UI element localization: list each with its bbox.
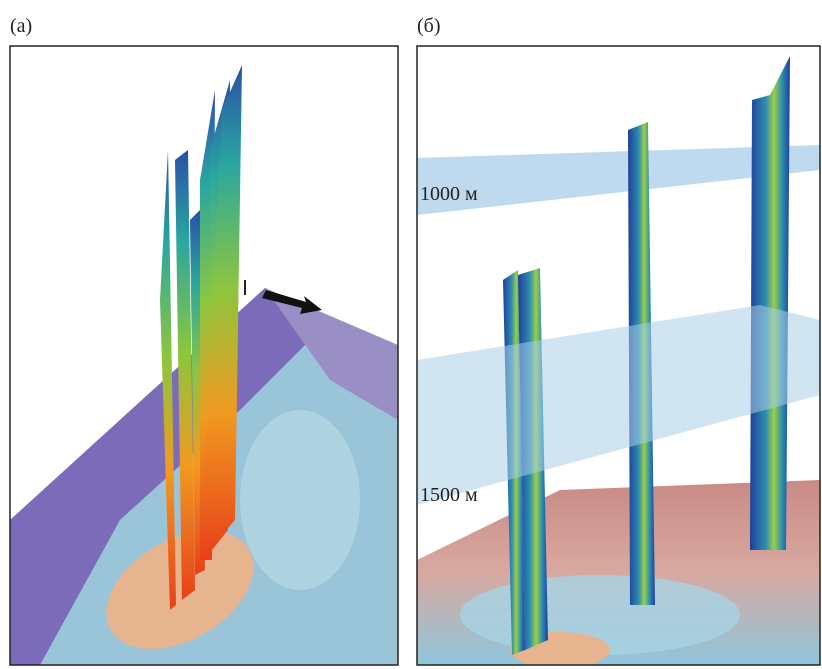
depth-label: 1000 м <box>420 183 478 205</box>
panel-label: (б) <box>417 15 441 37</box>
panel-a-image <box>10 46 398 669</box>
depth-label: 1500 м <box>420 484 478 506</box>
panel-label: (а) <box>10 15 32 37</box>
panel-b-image <box>417 46 820 668</box>
figure: (а) (б) 1000 м 1500 м <box>0 0 822 669</box>
